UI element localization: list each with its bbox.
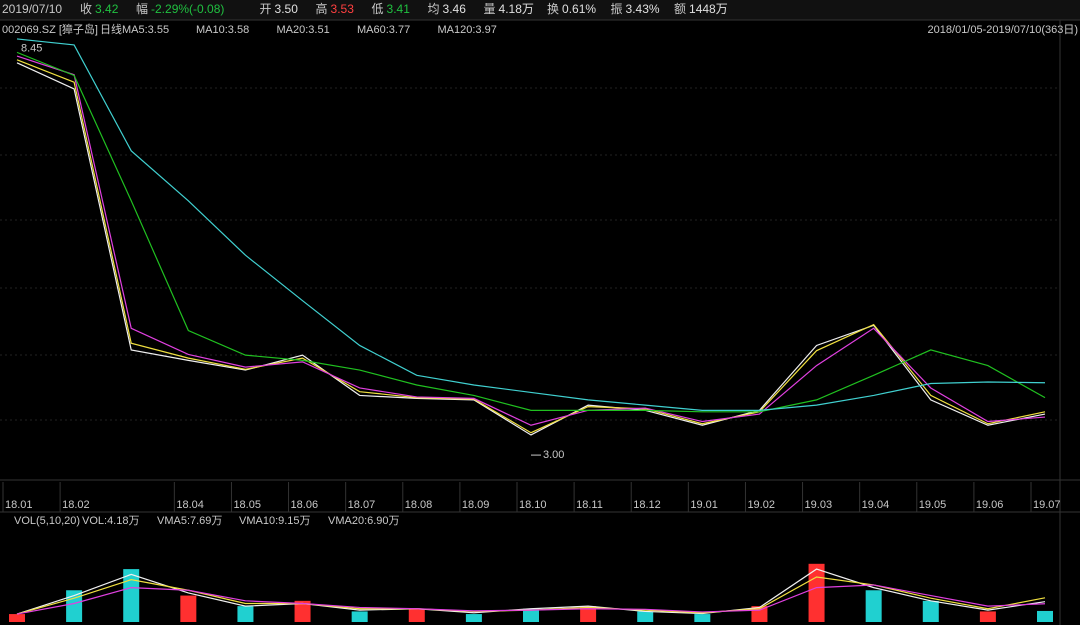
header-item: 幅 -2.29%(-0.08) bbox=[136, 1, 224, 16]
x-tick-label: 18.07 bbox=[348, 499, 376, 511]
x-tick-label: 18.11 bbox=[576, 499, 603, 511]
header-value: 3.42 bbox=[95, 2, 119, 16]
x-tick-label: 19.07 bbox=[1033, 499, 1061, 511]
header-value: 3.53 bbox=[331, 2, 355, 16]
header-label: 收 bbox=[80, 2, 92, 16]
annotation: 8.45 bbox=[21, 43, 42, 55]
volume-bar bbox=[637, 611, 654, 622]
x-tick-label: 18.08 bbox=[405, 499, 433, 511]
header-value: 3.41 bbox=[387, 2, 411, 16]
header-label: 高 bbox=[316, 1, 328, 16]
volume-bar bbox=[408, 608, 425, 622]
header-item: 高 3.53 bbox=[316, 1, 355, 16]
x-tick-label: 18.05 bbox=[233, 499, 261, 511]
legend-entry: MA120:3.97 bbox=[438, 24, 497, 36]
header-label: 振 bbox=[611, 2, 623, 16]
x-tick-label: 18.12 bbox=[633, 499, 661, 511]
legend-entry: MA20:3.51 bbox=[277, 24, 330, 36]
header-label: 开 bbox=[260, 2, 272, 16]
volume-bar bbox=[1037, 610, 1053, 622]
header-item: 量 4.18万 bbox=[484, 2, 534, 16]
volume-bar bbox=[979, 611, 996, 622]
title: 002069.SZ [獐子岛] bbox=[2, 22, 98, 36]
header-value: 4.18万 bbox=[499, 2, 534, 16]
vol-title: VOL(5,10,20) bbox=[14, 515, 80, 527]
header-item: 振 3.43% bbox=[611, 2, 660, 16]
header-label: 均 bbox=[428, 2, 440, 16]
volume-bar bbox=[808, 563, 825, 622]
legend-entry: VOL:4.18万 bbox=[82, 515, 139, 527]
header-value: 0.61% bbox=[562, 2, 596, 16]
ma-line bbox=[16, 59, 1046, 434]
range: 2018/01/05-2019/07/10(363日) bbox=[928, 24, 1078, 36]
ma-line bbox=[16, 62, 1046, 436]
volume-bar bbox=[580, 606, 597, 622]
vma-line bbox=[16, 584, 1046, 615]
x-tick-label: 19.04 bbox=[862, 499, 890, 511]
x-tick-label: 18.09 bbox=[462, 499, 490, 511]
volume-bar bbox=[922, 600, 939, 622]
x-tick-label: 18.06 bbox=[291, 499, 319, 511]
ma-line bbox=[16, 55, 1046, 426]
legend-entry: MA60:3.77 bbox=[357, 24, 410, 36]
header-item: 开 3.50 bbox=[260, 2, 299, 16]
annotation: 3.00 bbox=[543, 449, 564, 461]
volume-bar bbox=[9, 614, 25, 622]
volume-bar bbox=[180, 595, 197, 622]
header-item: 换 0.61% bbox=[547, 2, 596, 16]
header-label: 量 bbox=[484, 2, 496, 16]
header-item: 收 3.42 bbox=[80, 2, 119, 16]
header-item: 额 1448万 bbox=[674, 2, 728, 16]
x-tick-label: 18.10 bbox=[519, 499, 547, 511]
header-item: 均 3.46 bbox=[428, 2, 467, 16]
ma-line bbox=[16, 51, 1046, 413]
x-tick-label: 18.04 bbox=[176, 499, 204, 511]
legend-entry: VMA10:9.15万 bbox=[239, 515, 311, 527]
x-tick-label: 19.01 bbox=[690, 499, 718, 511]
volume-bar bbox=[465, 614, 482, 622]
legend-entry: MA10:3.58 bbox=[196, 24, 249, 36]
volume-bar bbox=[294, 600, 311, 622]
legend-entry: VMA5:7.69万 bbox=[157, 515, 222, 527]
header-value: 1448万 bbox=[689, 2, 728, 16]
volume-bar bbox=[523, 608, 539, 622]
x-tick-label: 19.06 bbox=[976, 499, 1004, 511]
header-item: 低 3.41 bbox=[372, 2, 411, 16]
header-label: 换 bbox=[547, 2, 559, 16]
header-label: 低 bbox=[372, 2, 384, 16]
header-label: 额 bbox=[674, 2, 686, 16]
ma-line bbox=[16, 38, 1046, 411]
header-value: 3.46 bbox=[443, 2, 467, 16]
vma-line bbox=[16, 568, 1046, 615]
volume-bar bbox=[237, 606, 254, 622]
volume-bar bbox=[66, 590, 83, 622]
x-tick-label: 18.01 bbox=[5, 499, 33, 511]
x-tick-label: 19.05 bbox=[919, 499, 947, 511]
header-value: 3.43% bbox=[626, 2, 660, 16]
header-value: 3.50 bbox=[275, 2, 299, 16]
x-tick-label: 19.02 bbox=[747, 499, 775, 511]
header-value: -2.29%(-0.08) bbox=[151, 2, 224, 16]
header-bg bbox=[0, 0, 1080, 20]
x-tick-label: 18.02 bbox=[62, 499, 90, 511]
legend-entry: MA5:3.55 bbox=[122, 24, 169, 36]
header-label: 幅 bbox=[136, 1, 148, 16]
volume-bar bbox=[694, 614, 711, 622]
period: 日线 bbox=[100, 22, 122, 36]
header-date: 2019/07/10 bbox=[2, 2, 62, 16]
volume-bar bbox=[123, 569, 140, 622]
x-tick-label: 19.03 bbox=[805, 499, 833, 511]
legend-entry: VMA20:6.90万 bbox=[328, 515, 400, 527]
volume-bar bbox=[351, 611, 368, 622]
volume-bar bbox=[865, 590, 882, 622]
